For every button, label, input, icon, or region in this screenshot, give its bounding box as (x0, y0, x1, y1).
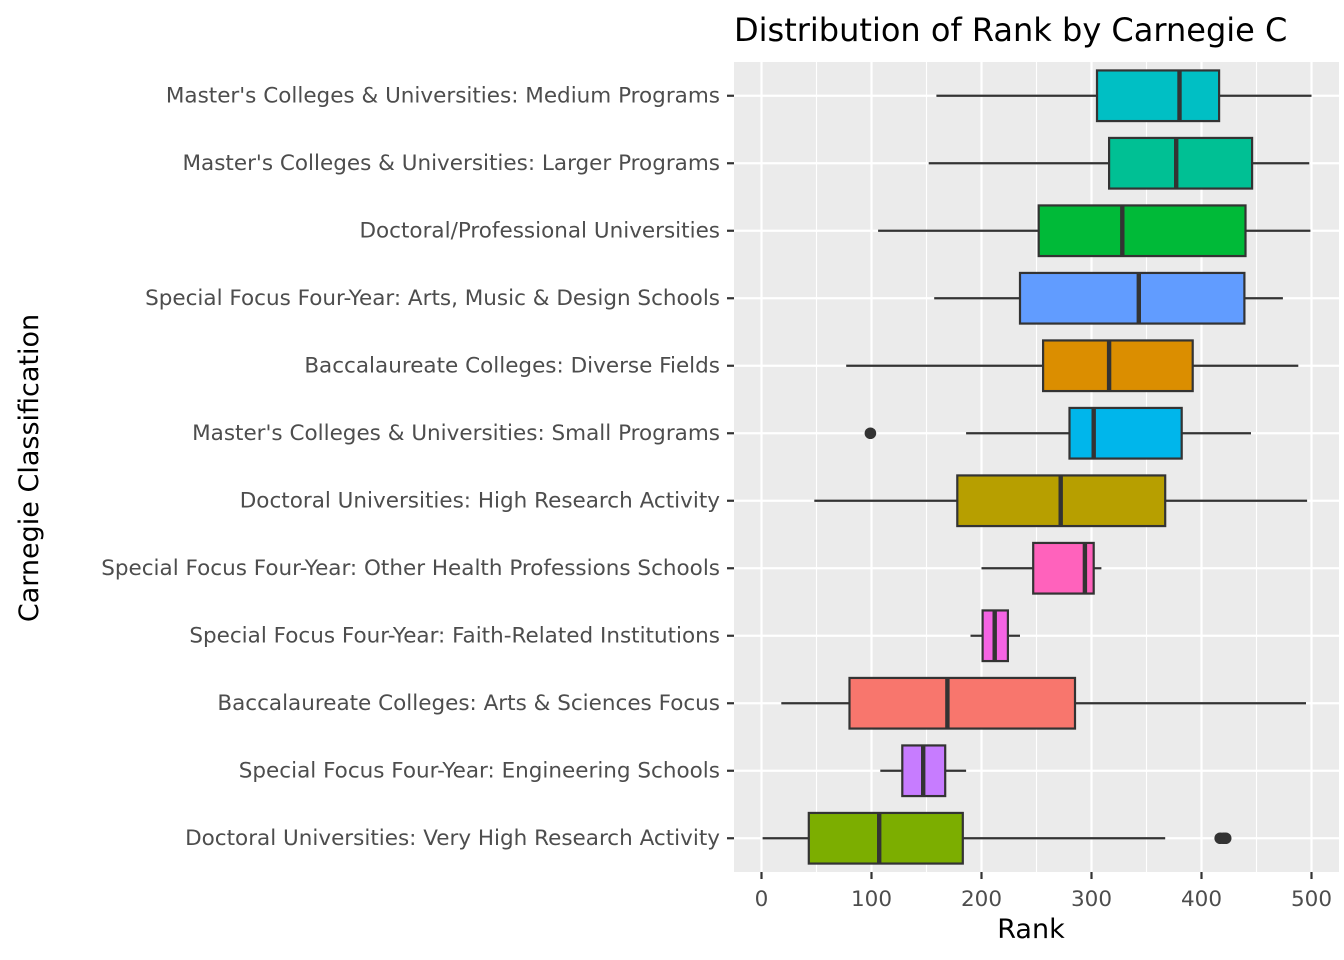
y-axis-title: Carnegie Classification (14, 314, 45, 622)
y-tick-label: Master's Colleges & Universities: Small … (192, 421, 720, 446)
x-tick-label: 500 (1291, 887, 1332, 912)
outlier-point (1219, 832, 1232, 845)
y-tick-label: Baccalaureate Colleges: Diverse Fields (304, 353, 720, 378)
box-11 (880, 744, 967, 798)
x-tick-label: 300 (1071, 887, 1112, 912)
x-tick-label: 200 (961, 887, 1002, 912)
box-iqr (1068, 406, 1183, 460)
y-tick-label: Special Focus Four-Year: Faith-Related I… (189, 623, 720, 648)
box-iqr (848, 676, 1077, 730)
box-4 (934, 271, 1283, 325)
y-tick-label: Master's Colleges & Universities: Larger… (182, 151, 720, 176)
outlier-point (864, 427, 877, 440)
box-2 (928, 136, 1310, 190)
y-tick-label: Baccalaureate Colleges: Arts & Sciences … (217, 691, 720, 716)
x-axis: 0 100 200 300 400 500 (755, 872, 1332, 912)
y-tick-label: Doctoral/Professional Universities (359, 218, 720, 243)
box-iqr (1018, 271, 1246, 325)
box-7 (814, 474, 1308, 528)
box-1 (936, 69, 1312, 123)
box-9 (970, 609, 1020, 663)
y-tick-label: Special Focus Four-Year: Arts, Music & D… (145, 286, 720, 311)
box-iqr (1041, 339, 1194, 393)
y-tick-label: Special Focus Four-Year: Engineering Sch… (239, 758, 720, 783)
y-axis: Master's Colleges & Universities: Medium… (101, 83, 734, 851)
box-iqr (1107, 136, 1254, 190)
box-12 (762, 811, 1232, 865)
x-tick-label: 0 (755, 887, 769, 912)
y-tick-label: Doctoral Universities: Very High Researc… (185, 826, 720, 851)
y-tick-label: Master's Colleges & Universities: Medium… (166, 83, 720, 108)
box-iqr (1095, 69, 1221, 123)
box-10 (781, 676, 1306, 730)
x-tick-label: 400 (1181, 887, 1222, 912)
y-tick-label: Doctoral Universities: High Research Act… (240, 488, 721, 513)
box-iqr (807, 811, 964, 865)
box-layer (762, 69, 1312, 865)
x-axis-title: Rank (997, 914, 1065, 945)
y-tick-label: Special Focus Four-Year: Other Health Pr… (101, 556, 720, 581)
box-5 (846, 339, 1299, 393)
box-iqr (1037, 204, 1247, 258)
box-6 (864, 406, 1251, 460)
box-3 (878, 204, 1311, 258)
chart-title: Distribution of Rank by Carnegie C (734, 11, 1287, 49)
x-tick-label: 100 (851, 887, 892, 912)
box-8 (981, 541, 1102, 595)
